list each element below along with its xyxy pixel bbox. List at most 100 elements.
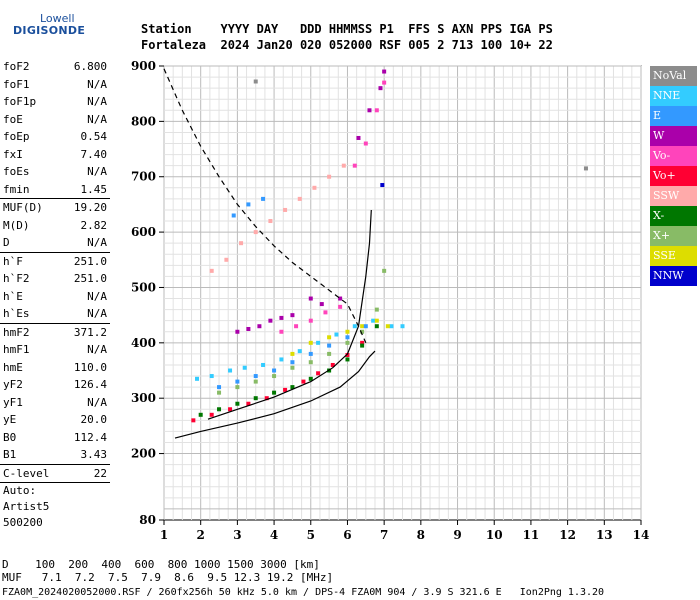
echo-point bbox=[290, 351, 295, 356]
echo-point bbox=[283, 387, 288, 392]
param-row: h`E N/A bbox=[0, 288, 110, 306]
echo-point bbox=[374, 324, 379, 329]
echo-point bbox=[272, 390, 277, 395]
param-value: 251.0 bbox=[73, 272, 107, 285]
x-tick-label: 1 bbox=[160, 528, 168, 542]
y-tick-label: 600 bbox=[131, 225, 156, 239]
param-row: yF1 N/A bbox=[0, 394, 110, 412]
echo-point bbox=[217, 390, 222, 395]
echo-point bbox=[345, 353, 350, 358]
echo-point bbox=[308, 340, 313, 345]
param-value: 20.0 bbox=[80, 413, 108, 426]
echo-point bbox=[217, 385, 222, 390]
echo-point bbox=[235, 329, 240, 334]
param-row: B0 112.4 bbox=[0, 429, 110, 447]
echo-point bbox=[323, 310, 328, 315]
echo-point bbox=[253, 79, 258, 84]
param-name: M(D) bbox=[3, 218, 30, 232]
echo-point bbox=[279, 357, 284, 362]
param-value: 1.45 bbox=[80, 182, 108, 196]
param-name: foE bbox=[3, 112, 23, 126]
echo-point bbox=[327, 351, 332, 356]
param-value: 19.20 bbox=[73, 201, 107, 214]
param-name: B0 bbox=[3, 430, 17, 444]
echo-point bbox=[316, 340, 321, 345]
echo-point bbox=[374, 318, 379, 323]
logo-lowell: Lowell bbox=[40, 12, 75, 25]
artist-info: 500200 bbox=[3, 516, 43, 529]
echo-point bbox=[195, 376, 200, 381]
y-tick-label: 200 bbox=[131, 447, 156, 461]
echo-point bbox=[209, 374, 214, 379]
param-name: yF2 bbox=[3, 378, 23, 391]
y-tick-label: 500 bbox=[131, 280, 156, 294]
y-tick-label: 300 bbox=[131, 391, 156, 405]
echo-point bbox=[235, 401, 240, 406]
echo-point bbox=[217, 407, 222, 412]
param-value: 7.40 bbox=[80, 147, 108, 161]
param-name: foEs bbox=[3, 165, 30, 178]
legend-item: NNW bbox=[650, 266, 697, 286]
echo-point bbox=[268, 219, 273, 224]
param-name: h`F2 bbox=[3, 272, 30, 285]
echo-point bbox=[312, 185, 317, 190]
legend-item: NoVal bbox=[650, 66, 697, 86]
echo-point bbox=[268, 318, 273, 323]
echo-point bbox=[297, 196, 302, 201]
param-value: 22 bbox=[93, 466, 107, 480]
param-name: foF2 bbox=[3, 60, 30, 73]
param-value: 371.2 bbox=[73, 325, 107, 339]
echo-point bbox=[330, 362, 335, 367]
param-name: yF1 bbox=[3, 395, 23, 409]
echo-point bbox=[308, 376, 313, 381]
profile-curve bbox=[174, 350, 376, 439]
param-value: 251.0 bbox=[73, 254, 107, 268]
echo-point bbox=[319, 302, 324, 307]
param-value: N/A bbox=[87, 289, 107, 303]
distance-row: D 100 200 400 600 800 1000 1500 3000 [km… bbox=[2, 558, 320, 571]
echo-point bbox=[374, 108, 379, 113]
echo-point bbox=[308, 351, 313, 356]
param-name: MUF(D) bbox=[3, 201, 43, 214]
echo-point bbox=[308, 360, 313, 365]
param-value: 0.54 bbox=[80, 130, 108, 143]
x-tick-label: 13 bbox=[596, 528, 613, 542]
echo-point bbox=[228, 368, 233, 373]
param-separator bbox=[0, 482, 110, 483]
echo-point bbox=[253, 374, 258, 379]
param-row: foF1 N/A bbox=[0, 76, 110, 94]
param-row: h`Es N/A bbox=[0, 305, 110, 323]
param-value: 2.82 bbox=[80, 218, 108, 232]
echo-point bbox=[272, 374, 277, 379]
echo-point bbox=[338, 296, 343, 301]
artist-info: Auto: bbox=[3, 484, 37, 497]
header-values: Fortaleza 2024 Jan20 020 052000 RSF 005 … bbox=[141, 38, 553, 52]
param-name: hmF2 bbox=[3, 325, 30, 339]
param-row: foF2 6.800 bbox=[0, 58, 110, 76]
echo-point bbox=[356, 135, 361, 140]
echo-point bbox=[341, 163, 346, 168]
profile-curve bbox=[163, 68, 367, 344]
param-row: foEs N/A bbox=[0, 163, 110, 181]
legend-item: Vo- bbox=[650, 146, 697, 166]
x-tick-label: 11 bbox=[523, 528, 540, 542]
param-row: D N/A bbox=[0, 234, 110, 252]
param-row: yF2 126.4 bbox=[0, 376, 110, 394]
echo-point bbox=[228, 407, 233, 412]
legend-item: X+ bbox=[650, 226, 697, 246]
echo-point bbox=[308, 318, 313, 323]
legend-item: NNE bbox=[650, 86, 697, 106]
x-tick-label: 6 bbox=[343, 528, 351, 542]
param-value: N/A bbox=[87, 165, 107, 178]
y-tick-label: 400 bbox=[131, 336, 156, 350]
echo-point bbox=[389, 324, 394, 329]
echo-point bbox=[352, 324, 357, 329]
param-row: C-level 22 bbox=[0, 465, 110, 483]
echo-point bbox=[209, 268, 214, 273]
echo-point bbox=[327, 343, 332, 348]
x-tick-label: 7 bbox=[380, 528, 388, 542]
echo-point bbox=[380, 183, 385, 188]
digisonde-logo: Lowell DIGISONDE bbox=[0, 0, 85, 50]
echo-point bbox=[583, 166, 588, 171]
